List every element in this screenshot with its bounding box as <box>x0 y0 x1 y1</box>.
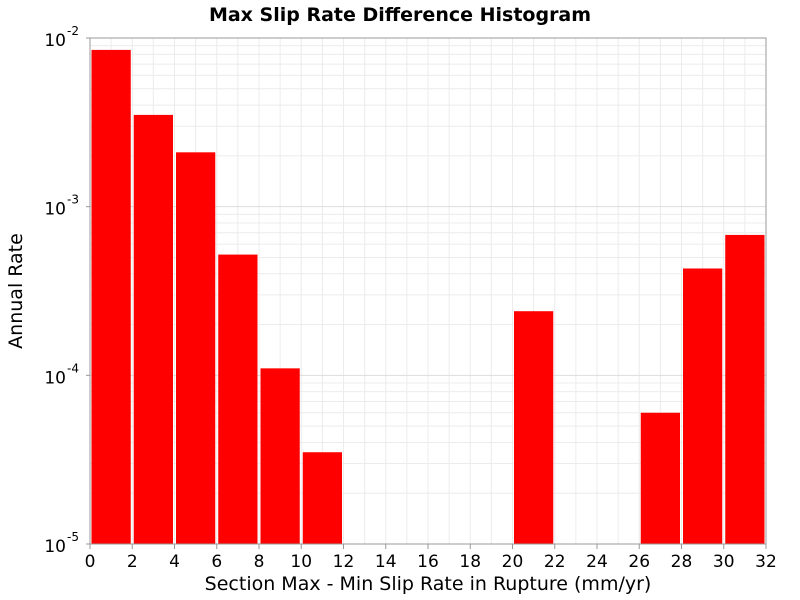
histogram-bar <box>218 254 258 544</box>
x-tick-label: 26 <box>628 552 650 572</box>
y-tick-label: 10 -5 <box>44 530 79 557</box>
x-axis-label: Section Max - Min Slip Rate in Rupture (… <box>205 573 652 595</box>
x-tick-label: 14 <box>375 552 397 572</box>
x-tick-label: 10 <box>290 552 312 572</box>
histogram-bar <box>514 311 554 544</box>
histogram-bar <box>133 114 173 545</box>
histogram-bar <box>725 234 765 545</box>
histogram-bar <box>91 49 131 545</box>
y-axis-label: Annual Rate <box>5 233 27 349</box>
y-tick-base: 10 <box>44 537 66 557</box>
histogram-bar <box>260 368 300 544</box>
x-tick-label: 2 <box>127 552 138 572</box>
x-tick-label: 16 <box>417 552 439 572</box>
y-tick-base: 10 <box>44 368 66 388</box>
histogram-bar <box>302 452 342 544</box>
x-tick-label: 30 <box>713 552 735 572</box>
x-tick-label: 22 <box>544 552 566 572</box>
histogram-bar <box>640 412 680 544</box>
x-tick-label: 4 <box>169 552 180 572</box>
y-tick-exponent: -4 <box>67 361 79 375</box>
y-tick-exponent: -3 <box>67 193 79 207</box>
x-tick-label: 8 <box>254 552 265 572</box>
y-tick-base: 10 <box>44 31 66 51</box>
y-tick-exponent: -2 <box>67 24 79 38</box>
y-tick-base: 10 <box>44 200 66 220</box>
histogram-bar <box>683 268 723 544</box>
x-tick-label: 28 <box>671 552 693 572</box>
x-tick-label: 6 <box>211 552 222 572</box>
histogram-bar <box>176 152 216 544</box>
y-tick-label: 10 -3 <box>44 193 79 220</box>
x-tick-label: 0 <box>85 552 96 572</box>
y-axis-ticks: 10-510-410-310-2 <box>44 24 90 557</box>
x-tick-label: 24 <box>586 552 608 572</box>
bars <box>91 49 765 545</box>
y-tick-label: 10 -4 <box>44 361 79 388</box>
x-tick-label: 32 <box>755 552 777 572</box>
chart-title: Max Slip Rate Difference Histogram <box>209 4 591 26</box>
x-axis-ticks: 0 2 4 6 8 10 12 14 16 18 20 22 24 26 28 30 32 <box>85 544 777 572</box>
x-tick-label: 20 <box>502 552 524 572</box>
x-tick-label: 18 <box>459 552 481 572</box>
x-tick-label: 12 <box>333 552 355 572</box>
y-tick-label: 10 -2 <box>44 24 79 51</box>
y-tick-exponent: -5 <box>67 530 79 544</box>
